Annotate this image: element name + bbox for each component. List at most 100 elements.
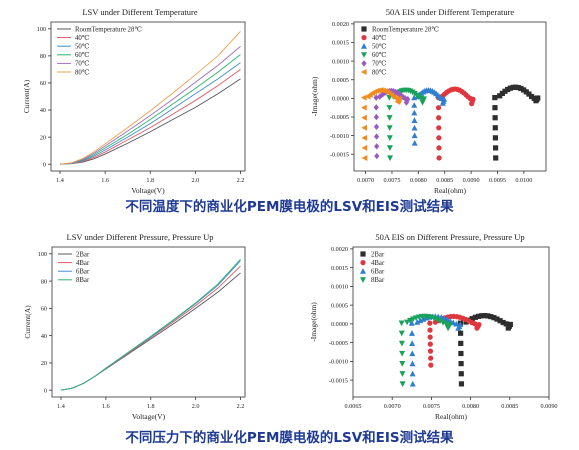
lsv_temp-series-2 [59, 62, 241, 165]
eis_temp-xtick-label: 0.0095 [489, 177, 506, 184]
eis_temp-series-4 [373, 87, 411, 160]
lsv_temp-series-5 [59, 31, 241, 165]
eis_pressure-data-point [458, 361, 464, 367]
eis_pressure-data-point [404, 319, 411, 326]
eis_pressure-data-point [399, 381, 406, 387]
eis_pressure-data-point [472, 314, 478, 320]
eis_pressure-data-point [445, 325, 452, 332]
eis_temp-data-point [361, 124, 367, 131]
eis_pressure-xtick-label: 0.0085 [501, 403, 518, 410]
eis_pressure-data-point [409, 380, 416, 387]
eis_pressure-data-point [398, 330, 405, 337]
eis_temp-xtick-label: 0.0100 [515, 177, 532, 184]
lsv_pressure-ytick-label: 0 [44, 387, 47, 394]
eis_temp-plot-frame [353, 21, 547, 172]
eis_temp-data-point [493, 155, 499, 161]
eis_temp-data-point [492, 95, 498, 101]
eis_temp-series-5 [360, 87, 402, 161]
eis_temp-data-point [492, 125, 498, 131]
eis_temp-data-point [360, 94, 367, 101]
eis_pressure-data-point [474, 325, 480, 331]
eis_temp-data-point [528, 93, 535, 100]
eis_pressure-legend-label: 4Bar [371, 260, 385, 267]
eis_temp-data-point [402, 95, 408, 102]
eis_temp-xlabel: Real(ohm) [434, 186, 467, 195]
eis_pressure-data-point [488, 313, 494, 320]
eis_temp-data-point [361, 154, 368, 161]
eis_pressure-legend-swatch [360, 277, 366, 283]
eis_temp-xtick-label: 0.0090 [463, 177, 480, 184]
eis_temp-data-point [518, 85, 524, 92]
eis_temp-data-point [361, 114, 367, 121]
eis_temp-data-point [373, 104, 379, 111]
eis_pressure-data-point [444, 316, 451, 323]
eis_temp-data-point [374, 143, 380, 150]
eis_temp-xtick-label: 0.0070 [357, 177, 374, 184]
eis_pressure-ytick-label: -0.0005 [329, 340, 348, 347]
eis_temp-data-point [379, 91, 385, 99]
eis_pressure-data-point [427, 348, 434, 354]
eis_temp-xtick-label: 0.0075 [383, 177, 400, 184]
lsv_temp-legend-label: 70℃ [75, 61, 90, 68]
lsv_pressure-series-0 [60, 272, 241, 391]
eis_pressure-data-point [458, 381, 465, 387]
eis_temp-data-point [469, 101, 475, 107]
eis_temp-data-point [361, 104, 367, 111]
lsv_temp-xlabel: Voltage(V) [131, 186, 165, 195]
lsv_temp-series-line [59, 62, 241, 165]
eis_pressure-data-point [399, 371, 406, 377]
eis_temp-legend-label: 60℃ [372, 52, 387, 59]
eis_pressure-data-point [455, 325, 462, 331]
eis_pressure-data-point [427, 334, 433, 340]
eis_pressure-data-point [453, 320, 460, 327]
eis_pressure-data-point [409, 360, 416, 367]
eis_temp-data-point [502, 88, 508, 94]
eis_pressure-data-point [434, 316, 441, 323]
eis_temp-legend-swatch [361, 35, 367, 41]
eis_temp-ytick-label: 0.0005 [332, 77, 349, 84]
eis_pressure-data-point [417, 317, 424, 324]
eis_temp-data-point [436, 145, 442, 151]
lsv_pressure-xtick-label: 2.2 [237, 403, 245, 410]
lsv_temp-ytick-label: 0 [43, 161, 46, 168]
lsv_pressure-ylabel: Current(A) [23, 305, 32, 339]
eis_pressure-ytick-label: -0.0015 [329, 377, 348, 384]
eis_temp-data-point [515, 84, 521, 91]
eis_pressure-xlabel: Real(ohm) [435, 412, 468, 421]
caption-top: 不同温度下的商业化PEM膜电极的LSV和EIS测试结果 [125, 198, 454, 215]
eis_temp-data-point [436, 135, 442, 141]
lsv_pressure-legend-label: 2Bar [76, 251, 90, 258]
eis_temp-data-point [492, 105, 498, 111]
eis_temp-series-3 [386, 87, 427, 162]
eis_pressure-legend-label: 6Bar [371, 269, 385, 276]
eis_temp-ytick-label: 0.0015 [332, 40, 349, 47]
eis_temp-legend-swatch [361, 43, 367, 49]
eis_pressure-data-point [458, 371, 464, 377]
eis_temp-ytick-label: -0.0005 [330, 114, 349, 121]
eis_pressure-data-point [458, 340, 464, 346]
eis_temp-legend-label: 40℃ [372, 35, 387, 42]
eis_pressure-data-point [482, 313, 488, 319]
eis_temp-ylabel: -Image(ohm) [310, 76, 319, 116]
lsv_pressure-series-3 [60, 258, 241, 391]
lsv_pressure-legend-label: 8Bar [76, 277, 90, 284]
eis_pressure-ytick-label: -0.0010 [329, 359, 348, 366]
eis_temp-series-1 [435, 86, 476, 161]
lsv_temp-ylabel: Current(A) [22, 79, 31, 113]
eis_pressure-data-point [427, 320, 433, 326]
lsv_temp-ytick-label: 100 [37, 26, 46, 33]
eis_temp-data-point [436, 155, 442, 161]
eis_pressure-ytick-label: 0.0015 [331, 265, 348, 272]
eis_temp-data-point [497, 93, 503, 99]
eis_temp-series-0 [492, 84, 541, 161]
eis_temp-data-point [533, 98, 539, 104]
eis_pressure-data-point [407, 317, 414, 324]
eis_pressure-data-point [505, 325, 511, 331]
lsv_pressure-xtick-label: 1.4 [57, 403, 65, 410]
eis_temp-data-point [386, 145, 393, 152]
eis_pressure-series-0 [457, 313, 513, 387]
eis_pressure-data-point [414, 319, 421, 325]
eis_temp-data-point [396, 90, 402, 98]
eis_pressure-data-point [408, 330, 415, 336]
